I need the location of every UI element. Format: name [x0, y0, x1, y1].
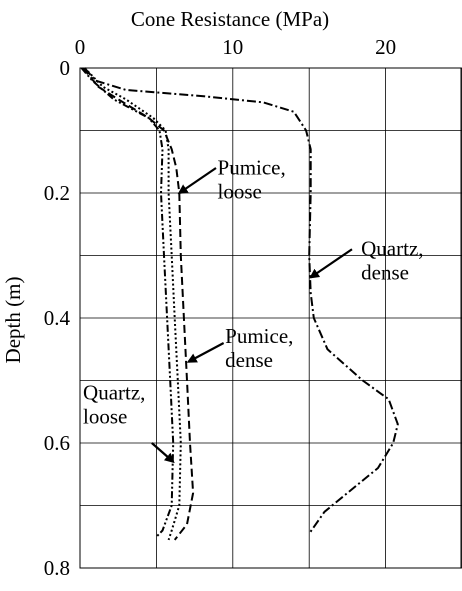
annotation-arrow — [309, 248, 353, 279]
annotation-quartz-loose: Quartz,loose — [83, 380, 175, 464]
series-line-quartz-dense — [83, 67, 399, 535]
annotation-pumice-dense: Pumice,dense — [186, 324, 293, 372]
grid — [79, 67, 462, 569]
y-tick-label: 0 — [60, 56, 71, 80]
annotation-text: Quartz, — [83, 380, 145, 404]
x-tick-label: 0 — [75, 35, 86, 59]
series-line-pumice-dense — [83, 67, 182, 541]
annotation-quartz-dense: Quartz,dense — [309, 237, 424, 285]
y-axis-title: Depth (m) — [1, 277, 25, 364]
x-tick-label: 10 — [222, 35, 243, 59]
y-tick-label: 0.2 — [44, 181, 70, 205]
y-tick-label: 0.8 — [44, 556, 70, 580]
annotation-arrow — [177, 167, 217, 195]
annotation-text: loose — [83, 404, 127, 428]
annotation-text: Pumice, — [225, 324, 293, 348]
annotation-arrow — [186, 342, 225, 363]
annotation-text: Quartz, — [361, 237, 423, 261]
series-line-quartz-loose — [80, 67, 175, 538]
annotation-arrow — [151, 442, 175, 464]
y-tick-label: 0.4 — [44, 306, 71, 330]
annotation-text: loose — [218, 179, 262, 203]
chart-title: Cone Resistance (MPa) — [131, 7, 329, 31]
annotation-text: dense — [225, 348, 273, 372]
x-tick-label: 20 — [375, 35, 396, 59]
annotation-pumice-loose: Pumice,loose — [177, 155, 286, 203]
tick-labels: 0 10 20 0 0.2 0.4 0.6 0.8 — [44, 35, 396, 580]
series-lines — [80, 67, 399, 541]
annotation-text: dense — [361, 261, 409, 285]
plot-frame — [79, 67, 462, 569]
annotations: Pumice,looseQuartz,densePumice,denseQuar… — [83, 155, 424, 464]
annotation-text: Pumice, — [218, 155, 286, 179]
series-line-pumice-loose — [82, 67, 195, 541]
y-tick-label: 0.6 — [44, 431, 70, 455]
